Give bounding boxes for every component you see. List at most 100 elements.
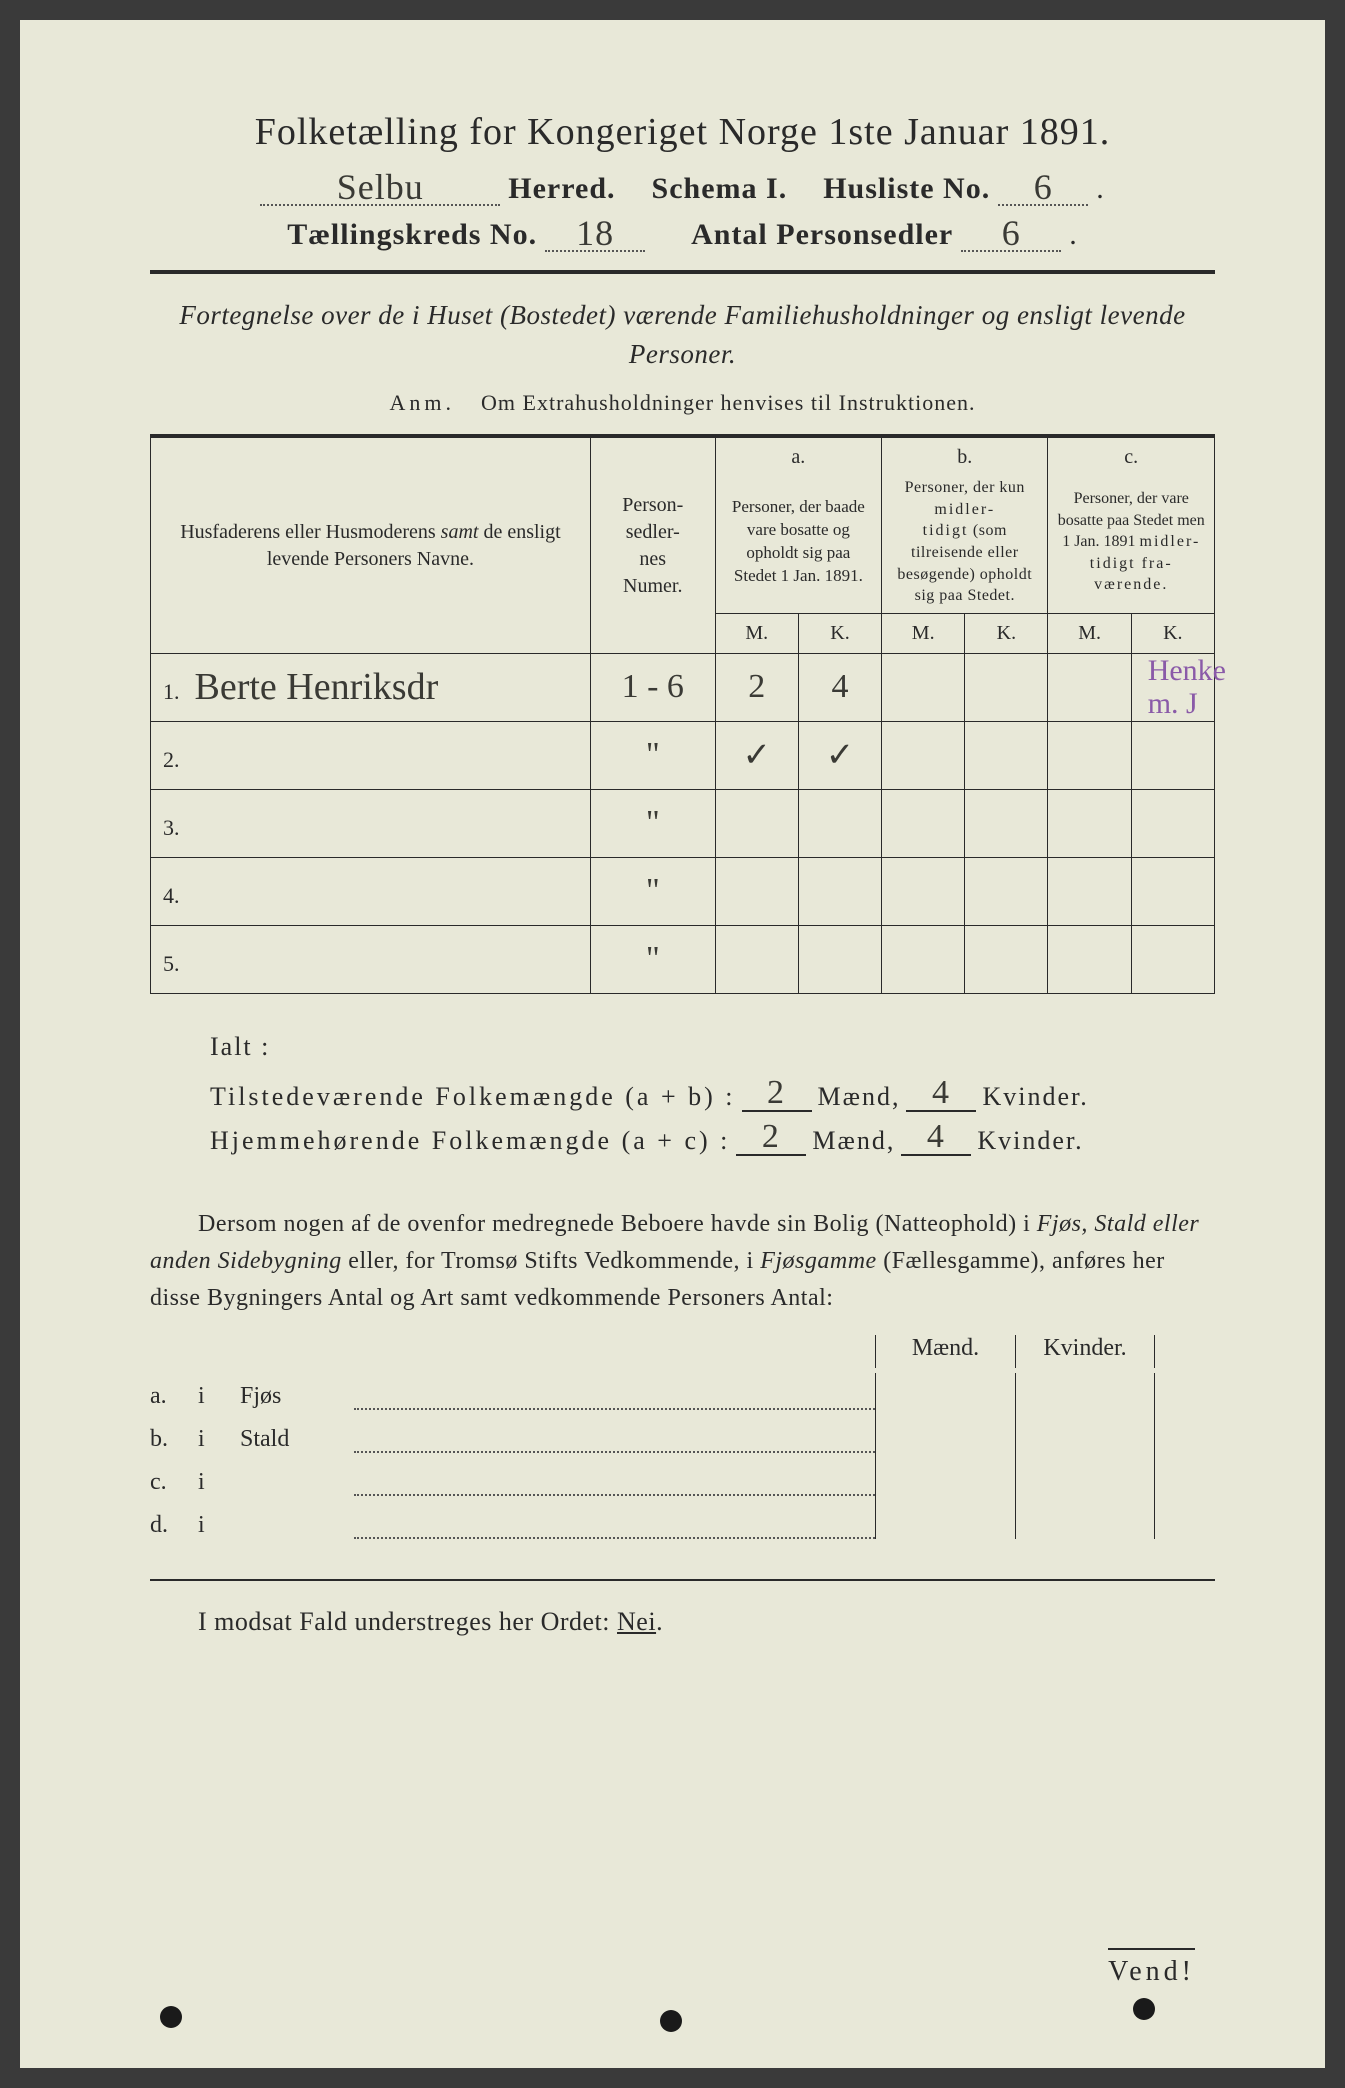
- table-row: 3. ": [151, 789, 1215, 857]
- cell: [798, 857, 881, 925]
- herred-field: Selbu: [260, 173, 500, 206]
- cell: ": [590, 857, 715, 925]
- th-b-m: M.: [882, 613, 965, 653]
- cell: [1048, 789, 1131, 857]
- rule-header: [150, 270, 1215, 274]
- th-b-k: K.: [965, 613, 1048, 653]
- totals-label-2: Hjemmehørende Folkemængde (a + c) :: [210, 1126, 730, 1156]
- cell: [1048, 925, 1131, 993]
- header-line-3: Tællingskreds No. 18 Antal Personsedler …: [150, 218, 1215, 252]
- building-paragraph: Dersom nogen af de ovenfor medregnede Be…: [150, 1206, 1215, 1318]
- name-cell: 1. Berte Henriksdr: [151, 653, 591, 721]
- totals-1-m: 2: [742, 1082, 812, 1112]
- cell: [882, 925, 965, 993]
- schema-label: Schema I.: [652, 172, 788, 205]
- th-a-k: K.: [798, 613, 881, 653]
- kreds-value: 18: [576, 212, 614, 254]
- table-row: 4. ": [151, 857, 1215, 925]
- cell: [1131, 925, 1214, 993]
- vertical-rules: [875, 1373, 1155, 1539]
- cell: 2: [715, 653, 798, 721]
- cell: ": [590, 925, 715, 993]
- husliste-value: 6: [1034, 166, 1053, 208]
- anm-line: Anm. Om Extrahusholdninger henvises til …: [150, 390, 1215, 416]
- th-a-m: M.: [715, 613, 798, 653]
- cell: [882, 857, 965, 925]
- table-row: 5. ": [151, 925, 1215, 993]
- cell: [965, 925, 1048, 993]
- husliste-field: 6: [998, 173, 1088, 206]
- nei-prefix: I modsat Fald understreges her Ordet:: [198, 1607, 617, 1636]
- subtitle: Fortegnelse over de i Huset (Bostedet) v…: [150, 296, 1215, 374]
- totals-row-1: Tilstedeværende Folkemængde (a + b) : 2 …: [210, 1082, 1215, 1112]
- building-table: Mænd. Kvinder. a.iFjøsb.iStaldc.id.i: [150, 1339, 1215, 1539]
- cell: [715, 925, 798, 993]
- kreds-field: 18: [545, 219, 645, 252]
- table-row: 2. "✓✓: [151, 721, 1215, 789]
- totals-label-1: Tilstedeværende Folkemængde (a + b) :: [210, 1082, 736, 1112]
- totals-2-k: 4: [901, 1126, 971, 1156]
- mk-maend: Mænd.: [875, 1335, 1015, 1368]
- totals-row-2: Hjemmehørende Folkemængde (a + c) : 2 Mæ…: [210, 1126, 1215, 1156]
- kvinder-label-2: Kvinder.: [977, 1126, 1083, 1156]
- cell: [965, 721, 1048, 789]
- nei-line: I modsat Fald understreges her Ordet: Ne…: [150, 1607, 1215, 1637]
- th-numer: Person-sedler-nesNumer.: [590, 436, 715, 653]
- abcd-row: c.i: [150, 1469, 875, 1496]
- totals-block: Ialt : Tilstedeværende Folkemængde (a + …: [210, 1032, 1215, 1156]
- totals-2-m: 2: [736, 1126, 806, 1156]
- margin-annotation: Henkem. J: [1148, 654, 1226, 720]
- th-b-text: Personer, der kun midler-tidigt (som til…: [882, 471, 1048, 613]
- cell: [1048, 653, 1131, 721]
- nei-word: Nei: [617, 1607, 656, 1636]
- abcd-row: d.i: [150, 1512, 875, 1539]
- maend-label: Mænd,: [818, 1082, 901, 1112]
- personsedler-label: Antal Personsedler: [691, 218, 953, 251]
- th-a-label: a.: [715, 436, 881, 471]
- cell: ✓: [798, 721, 881, 789]
- totals-1-k: 4: [906, 1082, 976, 1112]
- th-a-text: Personer, der baade vare bosatte og opho…: [715, 471, 881, 613]
- cell: [1131, 789, 1214, 857]
- mk-headers: Mænd. Kvinder.: [875, 1335, 1155, 1368]
- husliste-label: Husliste No.: [823, 172, 990, 205]
- cell: [965, 857, 1048, 925]
- abcd-row: b.iStald: [150, 1426, 875, 1453]
- th-c-m: M.: [1048, 613, 1131, 653]
- herred-value: Selbu: [337, 166, 424, 208]
- mk-kvinder: Kvinder.: [1015, 1335, 1155, 1368]
- punch-hole: [660, 2010, 682, 2032]
- herred-label: Herred.: [508, 172, 615, 205]
- cell: ✓: [715, 721, 798, 789]
- cell: 4: [798, 653, 881, 721]
- census-form-page: Folketælling for Kongeriget Norge 1ste J…: [20, 20, 1325, 2068]
- cell: [715, 789, 798, 857]
- cell: [1048, 857, 1131, 925]
- cell: [1131, 721, 1214, 789]
- anm-text: Om Extrahusholdninger henvises til Instr…: [481, 390, 975, 415]
- maend-label-2: Mænd,: [812, 1126, 895, 1156]
- cell: Henkem. J: [1131, 653, 1214, 721]
- abcd-row: a.iFjøs: [150, 1383, 875, 1410]
- th-names: Husfaderens eller Husmoderens samt de en…: [151, 436, 591, 653]
- name-cell: 2.: [151, 721, 591, 789]
- table-body: 1. Berte Henriksdr1 - 624Henkem. J2. "✓✓…: [151, 653, 1215, 993]
- personsedler-field: 6: [961, 219, 1061, 252]
- table-row: 1. Berte Henriksdr1 - 624Henkem. J: [151, 653, 1215, 721]
- kreds-label: Tællingskreds No.: [287, 218, 537, 251]
- cell: [965, 789, 1048, 857]
- vend-label: Vend!: [1108, 1948, 1195, 1988]
- cell: [1131, 857, 1214, 925]
- name-cell: 3.: [151, 789, 591, 857]
- name-cell: 4.: [151, 857, 591, 925]
- cell: [882, 789, 965, 857]
- cell: [1048, 721, 1131, 789]
- kvinder-label: Kvinder.: [982, 1082, 1088, 1112]
- anm-prefix: Anm.: [390, 390, 456, 415]
- header-line-2: Selbu Herred. Schema I. Husliste No. 6 .: [150, 172, 1215, 206]
- cell: [715, 857, 798, 925]
- cell: [882, 653, 965, 721]
- main-table: Husfaderens eller Husmoderens samt de en…: [150, 434, 1215, 994]
- th-b-label: b.: [882, 436, 1048, 471]
- rule-bottom: [150, 1579, 1215, 1581]
